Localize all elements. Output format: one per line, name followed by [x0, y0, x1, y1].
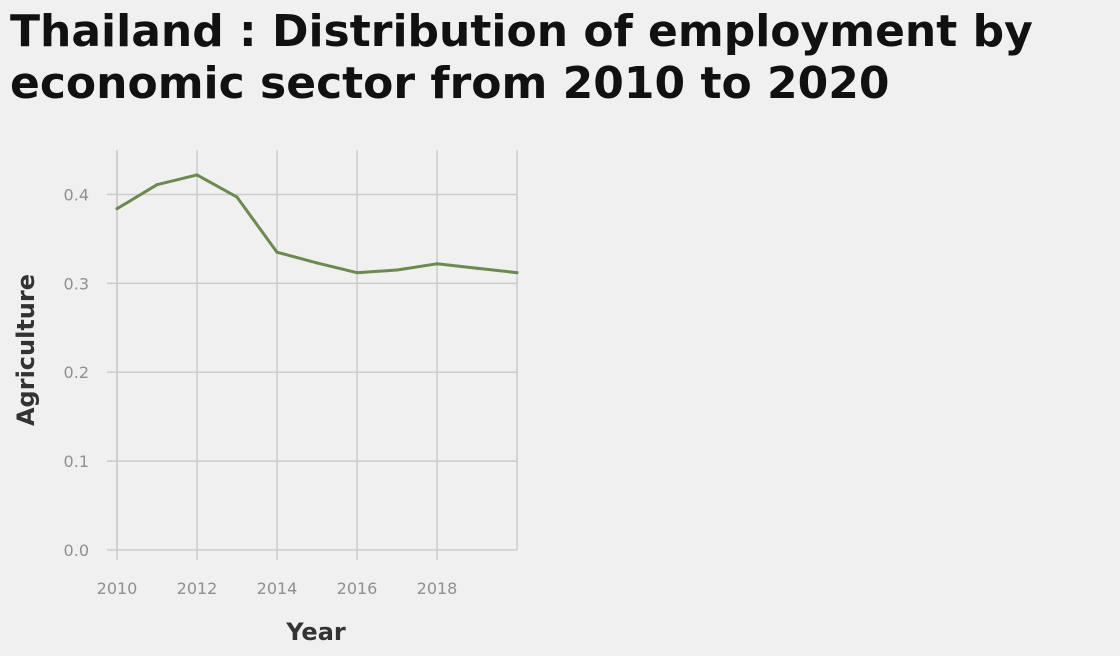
y-tick-label: 0.2 [64, 363, 89, 382]
x-tick-label: 2018 [417, 579, 458, 598]
x-tick-label: 2016 [337, 579, 378, 598]
x-tick-label: 2012 [177, 579, 218, 598]
data-point [355, 271, 359, 275]
x-axis-ticks: 2010 2012 2014 2016 2018 [97, 550, 458, 598]
data-point [235, 195, 239, 199]
x-tick-label: 2010 [97, 579, 138, 598]
data-point [315, 261, 319, 265]
data-point [475, 266, 479, 270]
y-tick-label: 0.0 [64, 541, 89, 560]
data-point [515, 271, 519, 275]
data-point [435, 262, 439, 266]
data-point [395, 268, 399, 272]
data-point [155, 183, 159, 187]
x-axis-label: Year [285, 618, 346, 646]
series-group [115, 173, 519, 275]
y-axis-label: Agriculture [12, 274, 40, 426]
y-tick-label: 0.4 [64, 185, 89, 204]
y-tick-label: 0.1 [64, 452, 89, 471]
y-tick-label: 0.3 [64, 274, 89, 293]
data-point [115, 207, 119, 211]
y-axis-ticks: 0.0 0.1 0.2 0.3 0.4 [64, 185, 117, 560]
grid-lines [116, 150, 518, 551]
x-tick-label: 2014 [257, 579, 298, 598]
series-line [115, 173, 519, 275]
data-point [275, 250, 279, 254]
chart-title: Thailand : Distribution of employment by… [10, 6, 1033, 109]
data-point [195, 173, 199, 177]
